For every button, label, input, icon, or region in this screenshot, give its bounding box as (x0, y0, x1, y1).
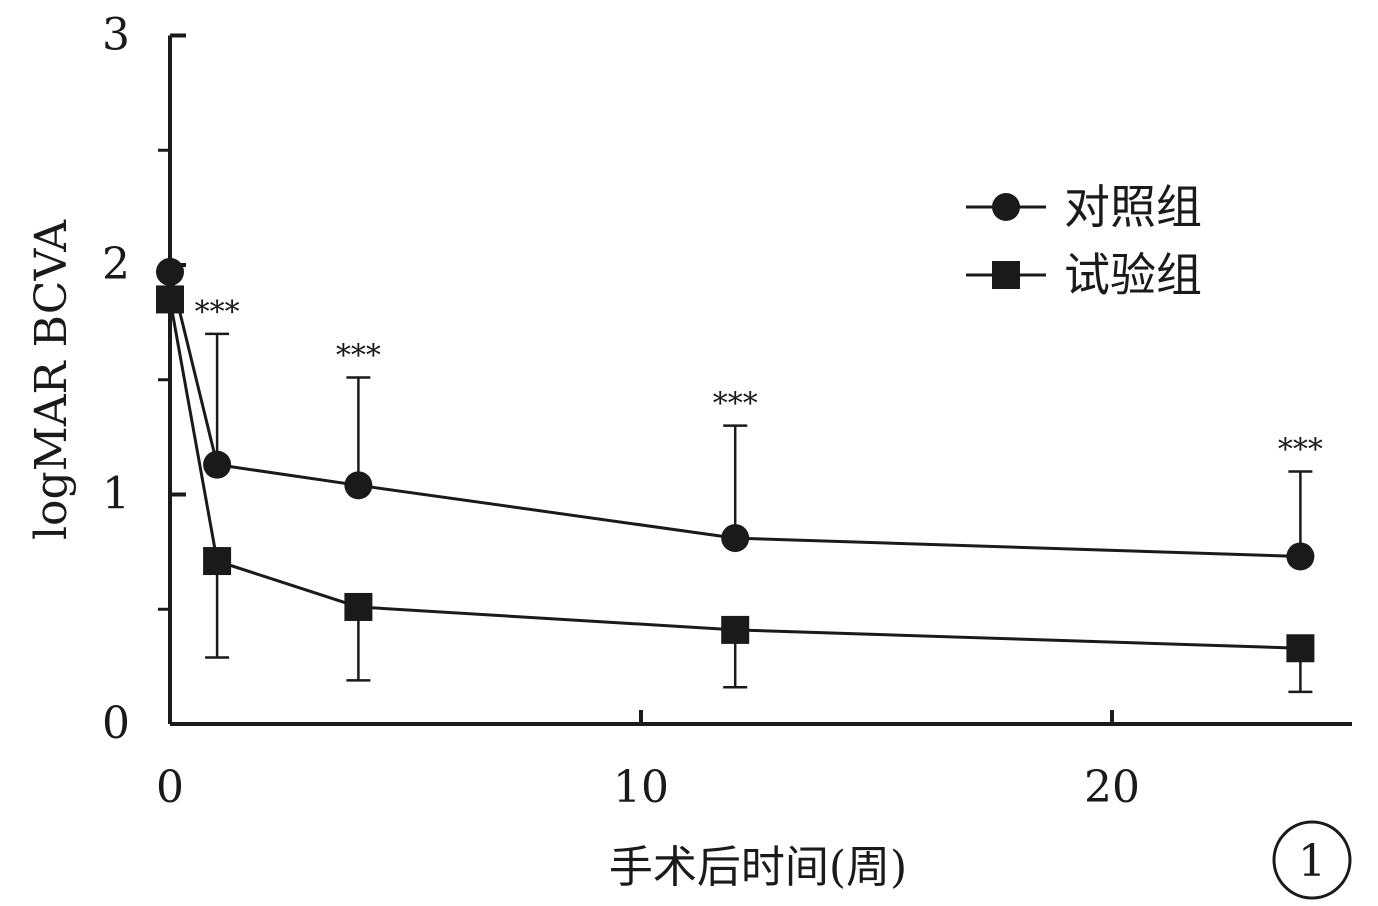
legend-label: 对照组 (1064, 180, 1202, 234)
x-axis-label: 手术后时间(周) (609, 842, 907, 893)
legend-label: 试验组 (1064, 248, 1202, 302)
y-tick-label: 0 (102, 698, 130, 749)
error-bars (205, 332, 1313, 694)
marker-square (1286, 634, 1315, 663)
marker-square (721, 615, 750, 644)
panel-label: 1 (1298, 836, 1326, 887)
y-tick-label: 2 (102, 239, 130, 290)
significance-label: *** (1278, 433, 1323, 468)
significance-label: *** (713, 387, 758, 422)
y-tick-label: 3 (102, 10, 130, 61)
y-axis-label: logMAR BCVA (26, 219, 77, 540)
marker-square (156, 285, 184, 314)
marker-circle (203, 450, 232, 479)
significance-label: *** (195, 295, 240, 330)
axes: 0 1 2 3 0 10 20 (102, 10, 1352, 813)
x-tick-label: 10 (613, 762, 669, 813)
marker-square (203, 547, 232, 576)
marker-square (344, 592, 373, 621)
marker-circle (1286, 542, 1315, 571)
marker-circle (156, 257, 184, 286)
legend-marker-circle (992, 193, 1020, 221)
legend-marker-square (992, 261, 1020, 289)
significance-label: *** (336, 338, 381, 373)
markers (156, 257, 1315, 663)
significance-labels: *** *** *** *** (195, 295, 1323, 468)
marker-circle (344, 471, 373, 500)
x-tick-label: 0 (156, 762, 184, 813)
y-tick-label: 1 (102, 469, 130, 520)
panel-label-circle (1272, 820, 1352, 900)
marker-circle (721, 524, 750, 553)
x-tick-label: 20 (1084, 762, 1140, 813)
